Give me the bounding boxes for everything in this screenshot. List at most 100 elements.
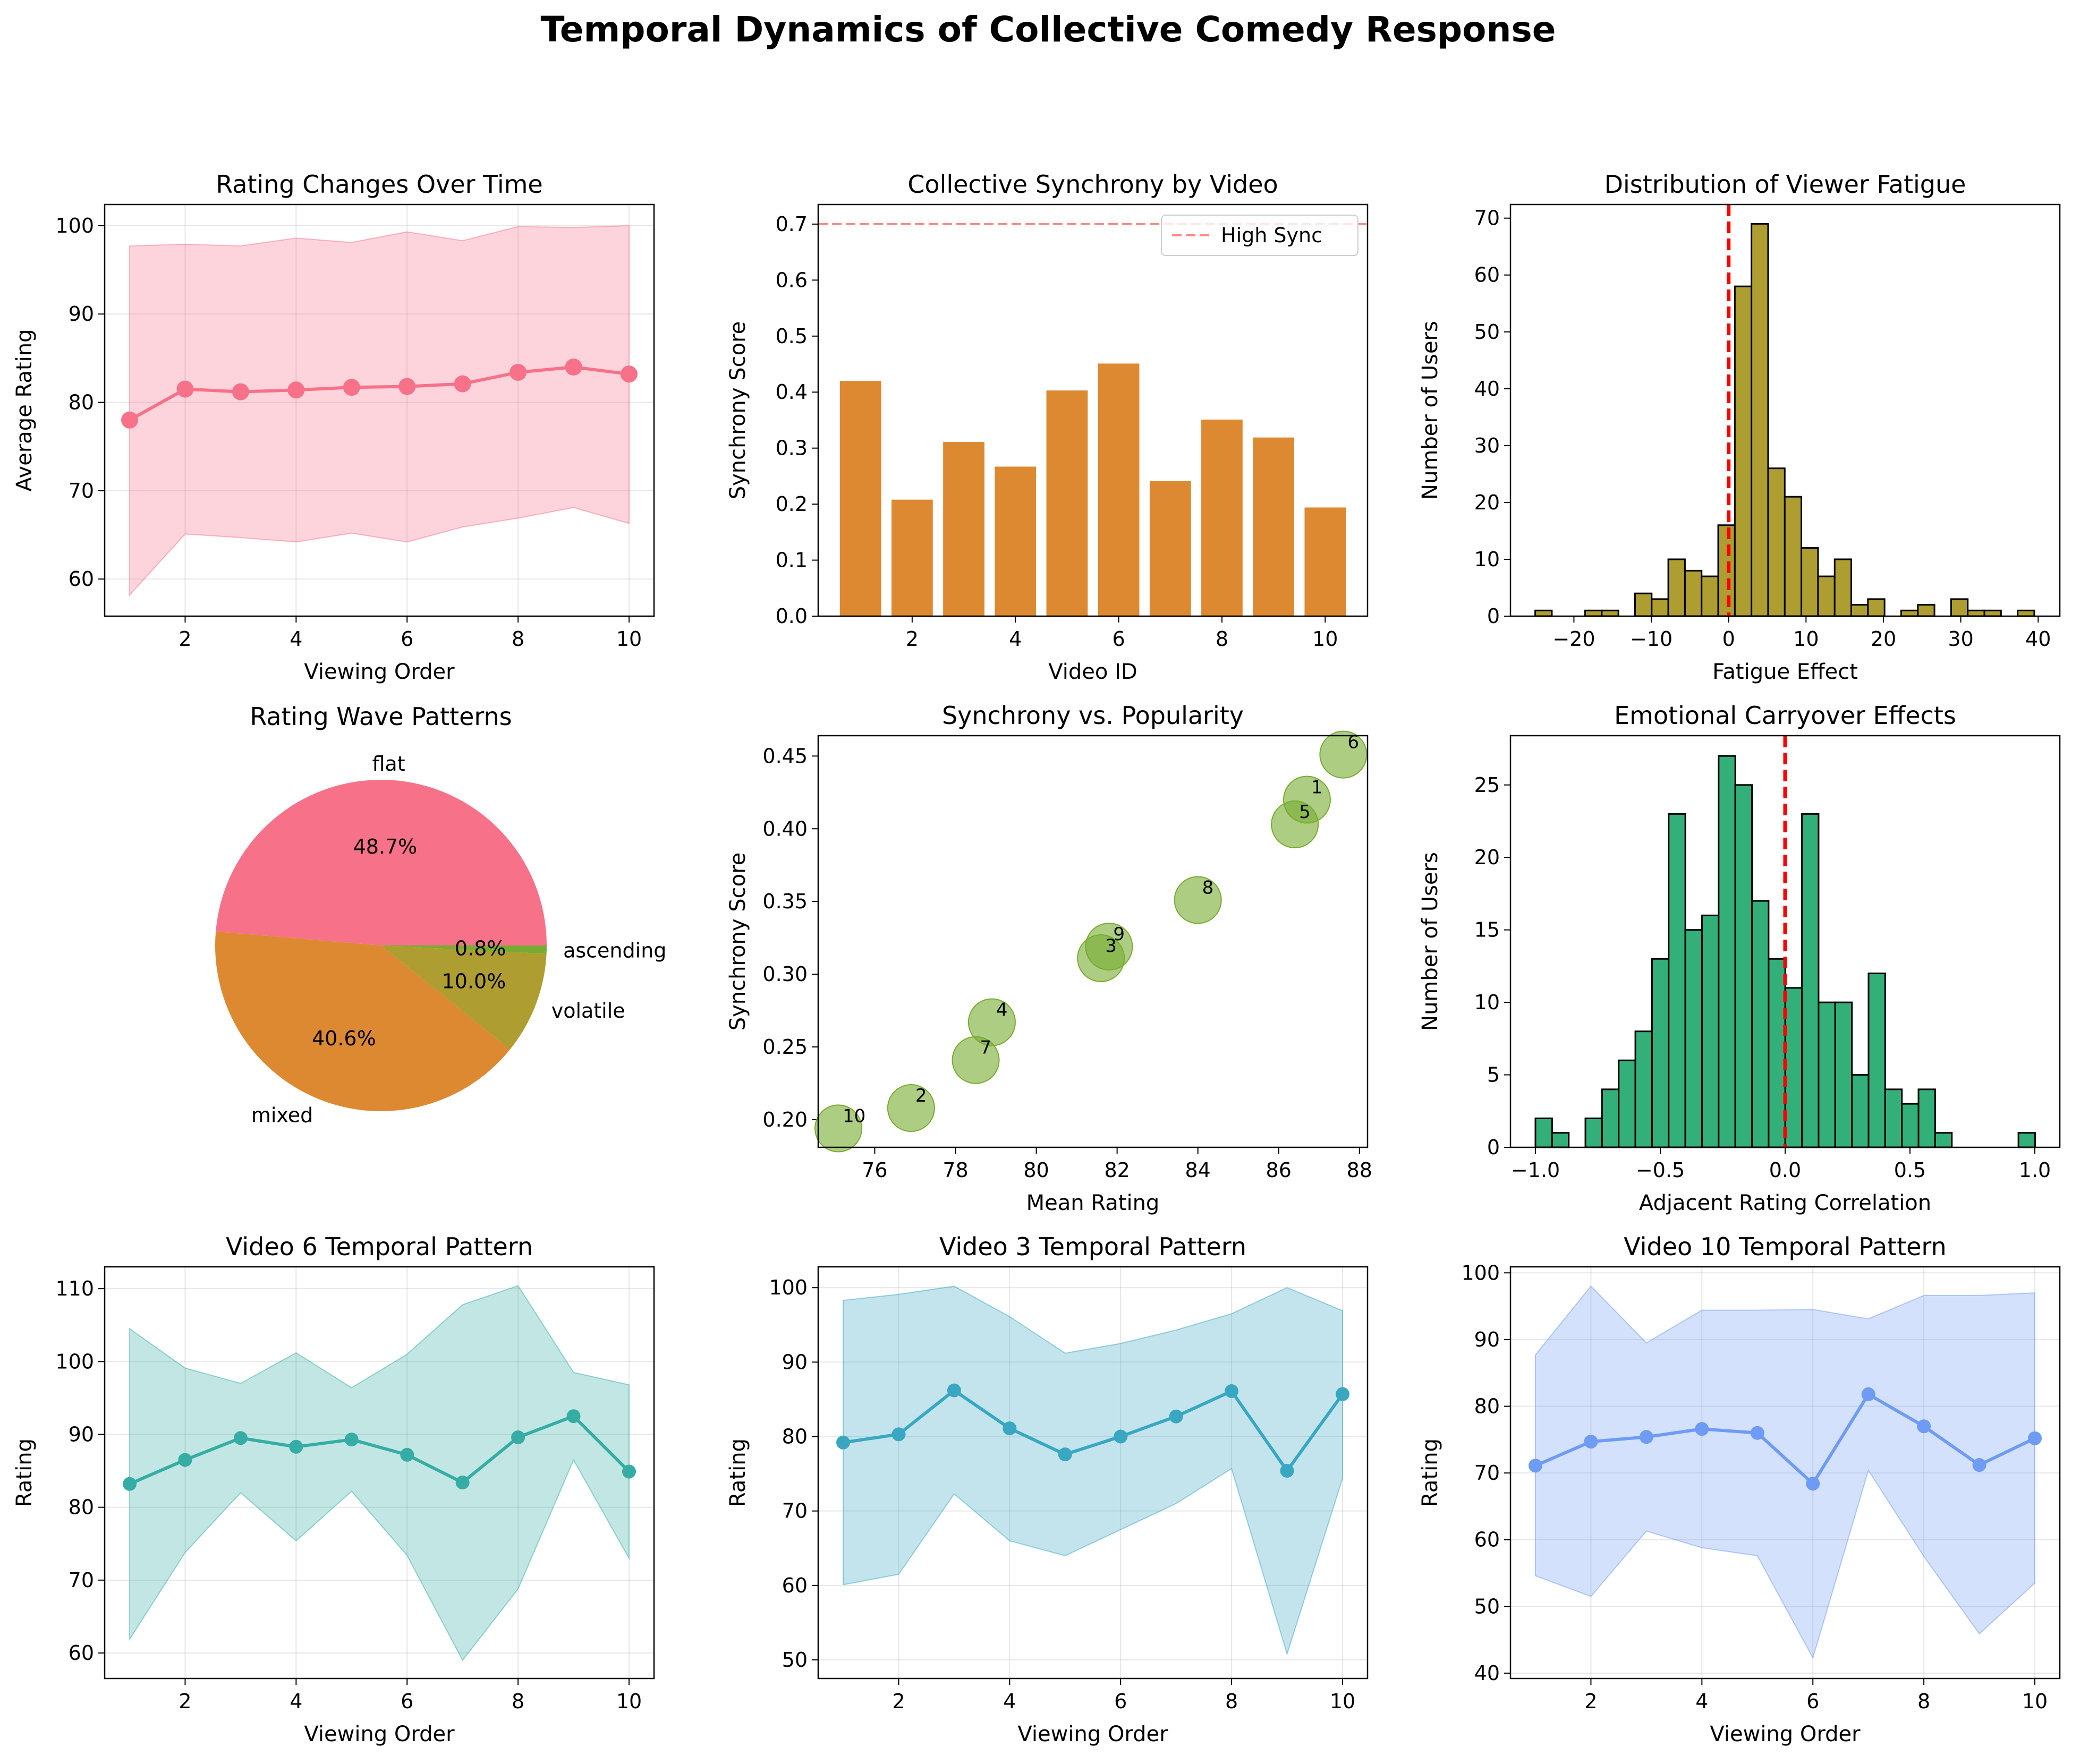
x-tick-label: 10 bbox=[1330, 1690, 1355, 1713]
x-tick-label: 6 bbox=[401, 627, 413, 651]
y-tick-label: 50 bbox=[1474, 1595, 1500, 1618]
panel-carry: −1.0 −0.5 0.0 0.5 1.0 0 5 10 15 20 25 Emotional Car… bbox=[1418, 701, 2061, 1215]
axes-frame bbox=[817, 203, 1369, 617]
pie-label: ascending bbox=[563, 939, 666, 962]
x-tick-label: 10 bbox=[2022, 1690, 2048, 1713]
x-tick-label: 84 bbox=[1185, 1158, 1210, 1182]
bar bbox=[1098, 363, 1140, 616]
point-label: 4 bbox=[996, 999, 1008, 1020]
mean-line bbox=[129, 365, 630, 422]
mean-point bbox=[566, 1409, 581, 1424]
mean-point bbox=[398, 378, 416, 395]
mean-point bbox=[1336, 1387, 1349, 1401]
x-tick-label: 0.5 bbox=[1894, 1158, 1926, 1182]
point-label: 7 bbox=[980, 1037, 992, 1059]
hist-bar bbox=[1667, 558, 1686, 617]
pie-percent: 40.6% bbox=[312, 1027, 376, 1050]
mean-point bbox=[1861, 1387, 1875, 1401]
scatter-point bbox=[1271, 800, 1319, 849]
x-tick-label: 6 bbox=[1112, 627, 1125, 651]
scatter-point bbox=[952, 1036, 1000, 1084]
panel-sync: 2 4 6 8 10 0.0 0.1 0.2 0.3 0.4 0.5 0.6 0.7 Collective… bbox=[726, 170, 1369, 684]
hist-bar bbox=[1634, 592, 1653, 617]
bar bbox=[1149, 481, 1191, 616]
hist-bar bbox=[1784, 987, 1803, 1148]
bar bbox=[995, 466, 1037, 616]
hist-bar bbox=[1618, 1059, 1636, 1148]
mean-point bbox=[455, 1476, 470, 1490]
hist-bar bbox=[1834, 1001, 1853, 1148]
hist-bar bbox=[1950, 598, 1969, 617]
pie-slice bbox=[381, 945, 547, 1050]
legend-box bbox=[1161, 215, 1359, 256]
y-tick-label: 0.40 bbox=[762, 817, 808, 840]
mean-point bbox=[511, 1430, 525, 1444]
x-axis-label: Adjacent Rating Correlation bbox=[1639, 1191, 1931, 1215]
x-tick-label: 4 bbox=[1003, 1690, 1016, 1713]
y-tick-label: 40 bbox=[1474, 377, 1500, 400]
y-tick-label: 60 bbox=[1474, 263, 1500, 287]
hist-bar bbox=[1801, 547, 1819, 617]
y-tick-label: 0 bbox=[1487, 1136, 1500, 1159]
hist-bar bbox=[1884, 1088, 1903, 1148]
panel-title: Synchrony vs. Popularity bbox=[942, 701, 1244, 730]
hist-bar bbox=[1684, 929, 1703, 1148]
y-tick-label: 20 bbox=[1474, 846, 1500, 869]
panel-title: Video 10 Temporal Pattern bbox=[1624, 1232, 1946, 1261]
panel-v10: 2 4 6 8 10 40 50 60 70 80 90 100 Video 10 Temporal P… bbox=[1418, 1232, 2061, 1746]
scatter-point bbox=[887, 1084, 935, 1132]
mean-point bbox=[233, 1431, 248, 1445]
x-axis-label: Viewing Order bbox=[304, 1722, 455, 1746]
mean-point bbox=[622, 1464, 636, 1479]
y-tick-label: 0.2 bbox=[776, 492, 808, 516]
mean-line bbox=[1534, 1392, 2036, 1486]
y-tick-label: 80 bbox=[782, 1425, 808, 1448]
axes-frame bbox=[817, 735, 1369, 1148]
bar bbox=[839, 381, 881, 616]
panel-v3: 2 4 6 8 10 50 60 70 80 90 100 Video 3 Temporal Patt… bbox=[726, 1232, 1369, 1746]
scatter-point bbox=[1085, 923, 1133, 971]
mean-point bbox=[1639, 1430, 1653, 1444]
bar bbox=[1304, 507, 1346, 616]
hist-bar bbox=[1917, 604, 1935, 617]
scatter-point bbox=[1319, 730, 1368, 779]
mean-point bbox=[1280, 1463, 1294, 1478]
bar bbox=[943, 442, 984, 616]
x-tick-label: −20 bbox=[1552, 627, 1595, 651]
x-tick-label: 80 bbox=[1023, 1158, 1049, 1182]
axes-frame bbox=[1509, 735, 2061, 1148]
panel-title: Distribution of Viewer Fatigue bbox=[1604, 170, 1966, 199]
x-tick-label: −1.0 bbox=[1511, 1158, 1560, 1182]
y-tick-label: 70 bbox=[69, 479, 94, 502]
y-tick-label: 0.45 bbox=[762, 744, 808, 768]
std-band bbox=[129, 225, 630, 596]
y-tick-label: 25 bbox=[1474, 773, 1500, 797]
hist-bar bbox=[1717, 524, 1736, 617]
hist-bar bbox=[1601, 609, 1619, 617]
y-tick-label: 0.35 bbox=[762, 890, 808, 913]
x-tick-label: 0 bbox=[1722, 627, 1735, 651]
hist-bar bbox=[1584, 1117, 1603, 1148]
x-tick-label: 86 bbox=[1266, 1158, 1292, 1182]
hist-bar bbox=[1850, 604, 1869, 617]
std-band bbox=[1535, 1285, 2035, 1659]
mean-point bbox=[1058, 1447, 1072, 1462]
panel-v6: 2 4 6 8 10 60 70 80 90 100 110 Video 6 Temporal Pat… bbox=[12, 1232, 655, 1746]
x-tick-label: 82 bbox=[1104, 1158, 1130, 1182]
x-tick-label: 10 bbox=[616, 1690, 642, 1713]
y-tick-label: 100 bbox=[55, 1350, 94, 1373]
x-tick-label: 20 bbox=[1871, 627, 1896, 651]
panel-title: Rating Wave Patterns bbox=[250, 702, 512, 731]
pie-label: flat bbox=[372, 752, 405, 776]
mean-point bbox=[123, 1477, 137, 1491]
y-axis-label: Rating bbox=[12, 1438, 37, 1507]
mean-line bbox=[129, 1414, 631, 1486]
hist-bar bbox=[1767, 467, 1786, 617]
panel-fatigue: −20 −10 0 10 20 30 40 0 10 20 30 40 50 60 70 Distributi… bbox=[1418, 170, 2061, 684]
y-tick-label: 80 bbox=[69, 1496, 94, 1519]
y-tick-label: 110 bbox=[55, 1277, 94, 1300]
axes-frame bbox=[104, 203, 655, 617]
legend-label: High Sync bbox=[1221, 224, 1322, 247]
x-tick-label: 6 bbox=[1806, 1690, 1819, 1713]
y-axis-label: Average Rating bbox=[12, 329, 37, 492]
